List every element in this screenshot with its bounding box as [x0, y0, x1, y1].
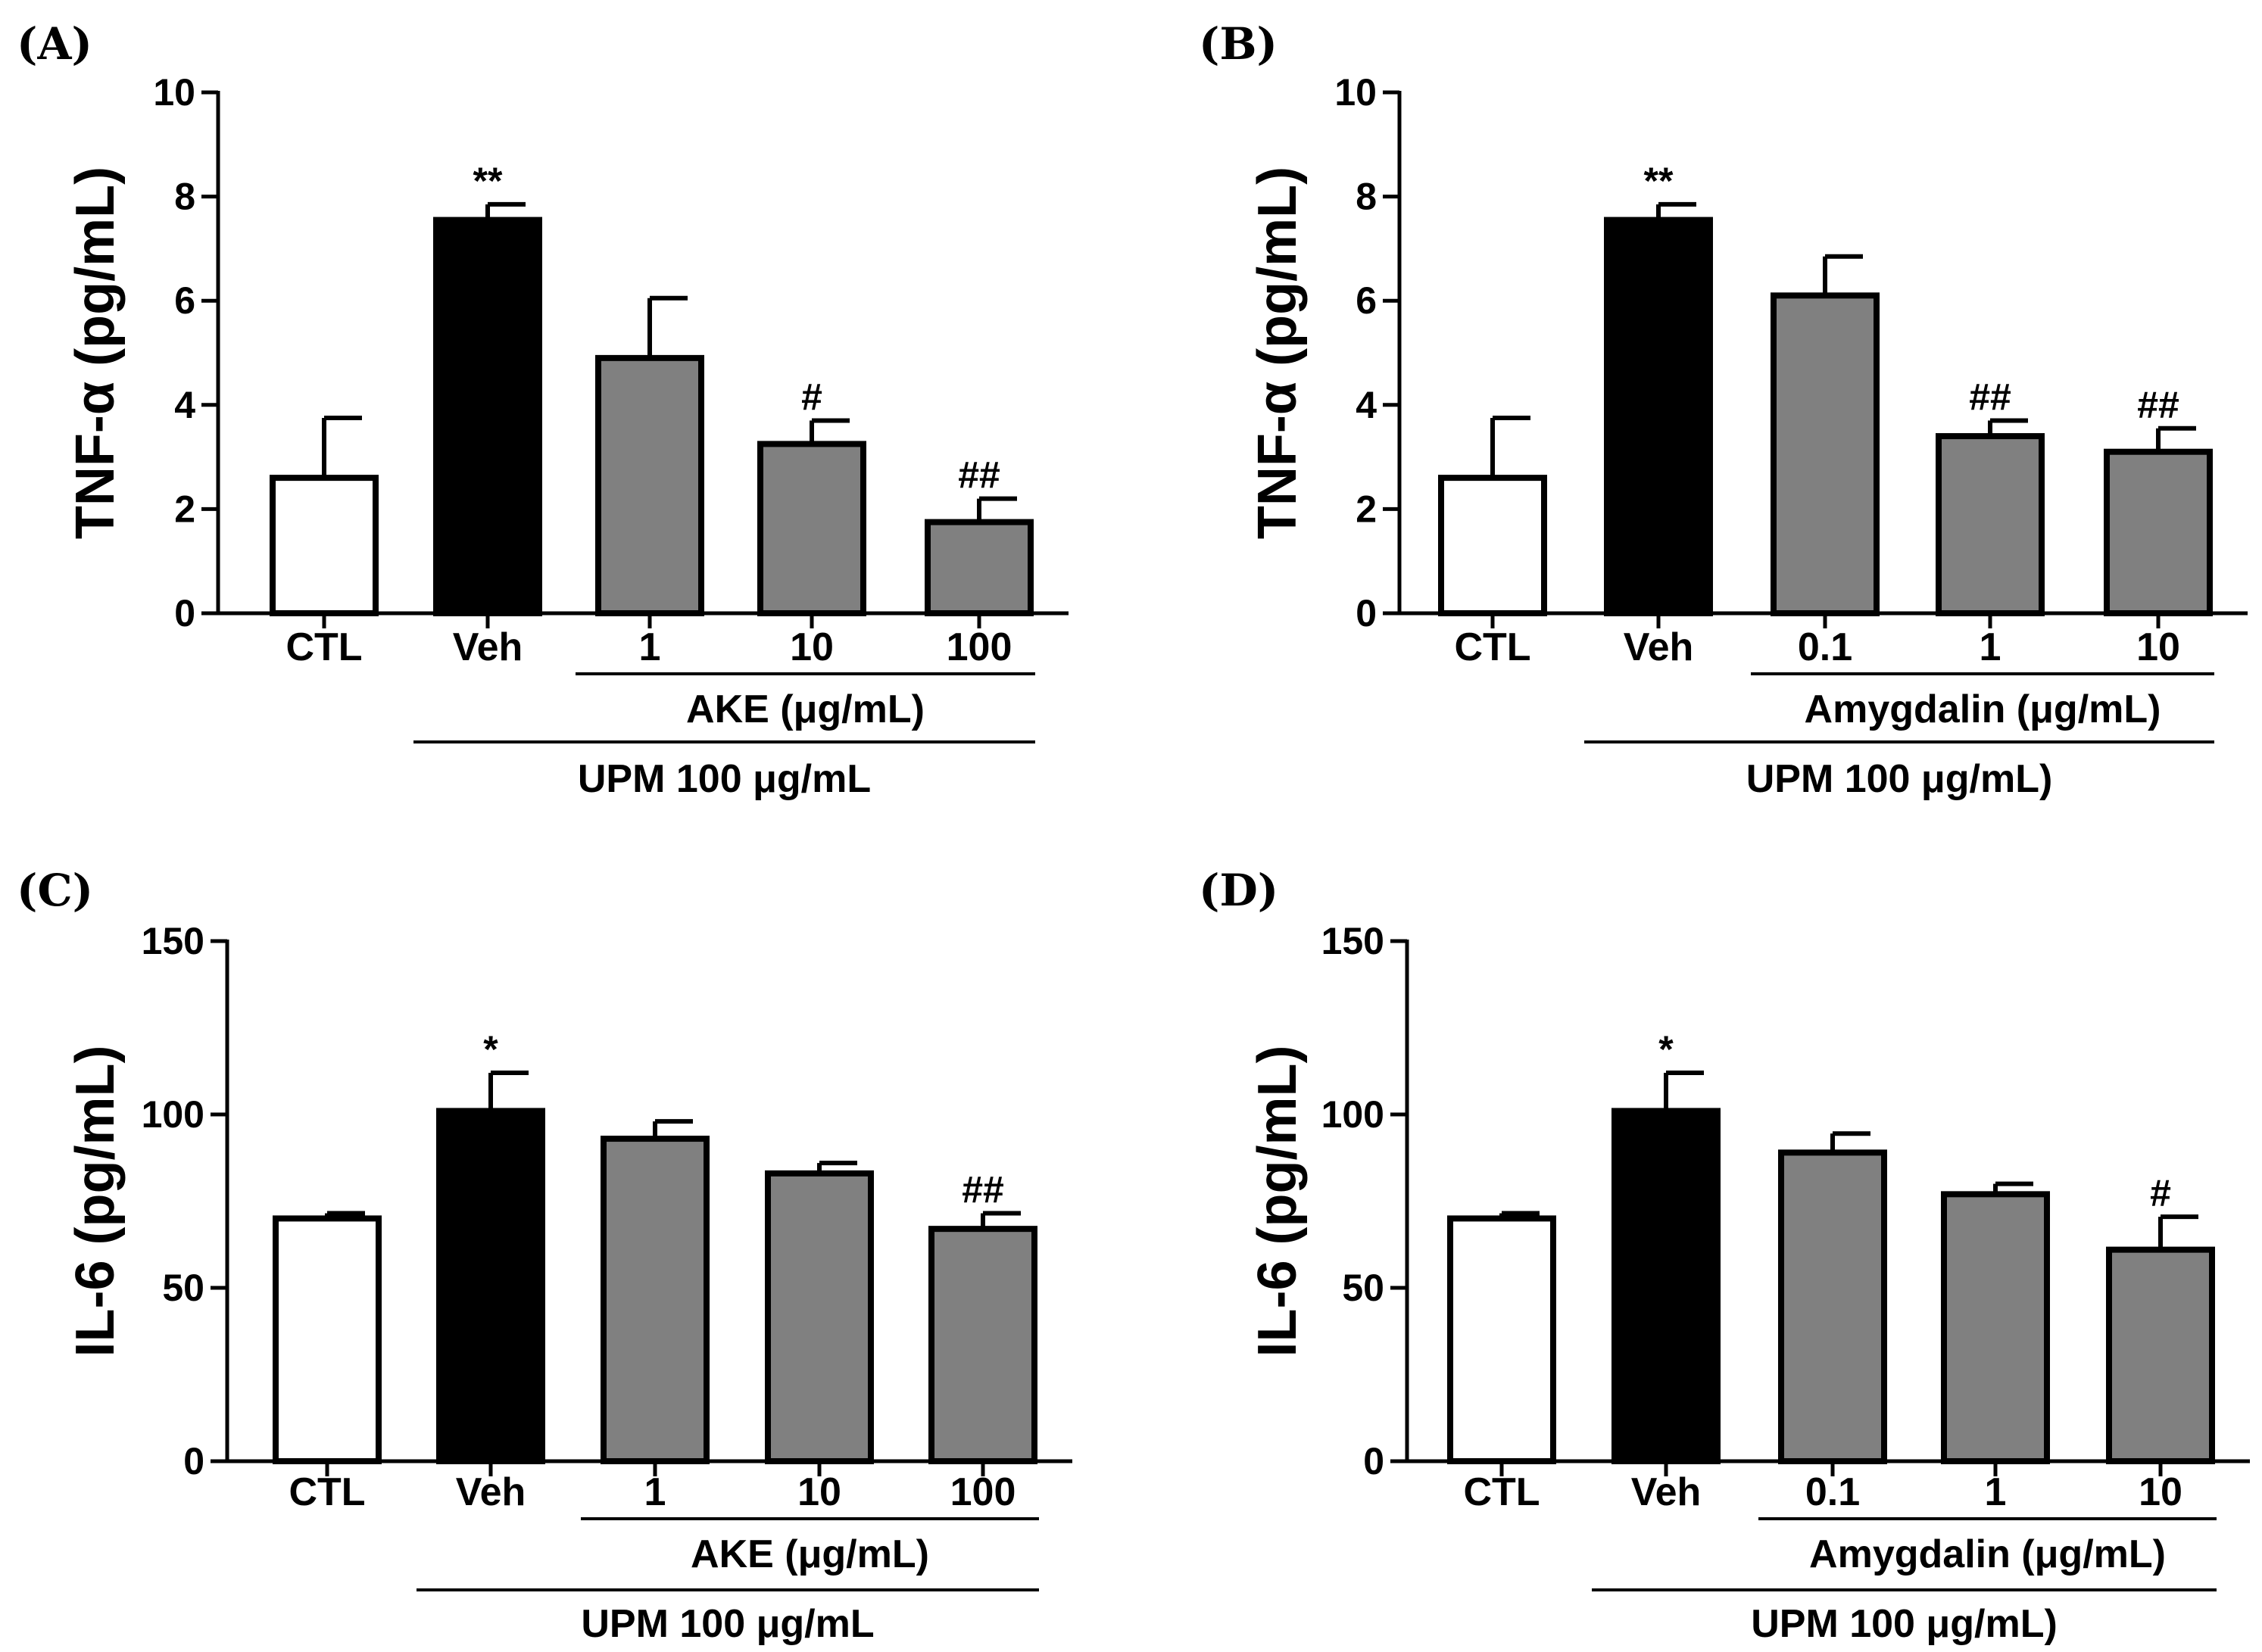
y-axis-label: IL-6 (pg/mL): [1247, 1046, 1308, 1357]
y-tick-label: 8: [1356, 176, 1377, 218]
significance-marker: ##: [1969, 376, 2011, 418]
bar: [270, 475, 379, 616]
panel-label: (D): [1199, 865, 1278, 916]
bar: [1604, 217, 1713, 616]
bar: [601, 1136, 710, 1465]
y-tick-label: 100: [1321, 1093, 1384, 1136]
bar: [1771, 292, 1880, 616]
category-label: 0.1: [1805, 1470, 1860, 1514]
bar: [1438, 475, 1547, 616]
category-label: Veh: [456, 1470, 526, 1514]
y-tick-label: 150: [1321, 920, 1384, 962]
category-label: 1: [644, 1470, 666, 1514]
significance-marker: ##: [962, 1169, 1004, 1211]
treatment-label: Amygdalin (μg/mL): [1809, 1532, 2166, 1576]
category-label: 1: [1985, 1470, 2007, 1514]
bar: [928, 1226, 1037, 1464]
y-tick-label: 10: [1334, 71, 1377, 114]
upm-label: UPM 100 μg/mL: [581, 1602, 874, 1646]
category-label: 10: [797, 1470, 841, 1514]
y-tick-label: 50: [1342, 1267, 1384, 1309]
y-tick-label: 0: [1363, 1440, 1384, 1482]
category-label: CTL: [1463, 1470, 1540, 1514]
category-label: Veh: [1624, 625, 1694, 669]
significance-marker: #: [801, 376, 822, 418]
y-axis-label: TNF-α (pg/mL): [65, 167, 126, 539]
panel-label: (C): [17, 865, 93, 916]
bar: [925, 519, 1034, 616]
category-label: Veh: [1631, 1470, 1702, 1514]
significance-marker: #: [2150, 1172, 2171, 1214]
panel-label: (A): [17, 18, 92, 70]
upm-label: UPM 100 μg/mL: [578, 757, 871, 801]
y-tick-label: 2: [1356, 488, 1377, 530]
bar: [1941, 1191, 2050, 1464]
category-label: 10: [790, 625, 834, 669]
category-label: Veh: [453, 625, 523, 669]
significance-marker: ##: [958, 454, 1000, 497]
treatment-label: AKE (μg/mL): [686, 687, 925, 731]
category-label: 100: [950, 1470, 1016, 1514]
y-tick-label: 6: [174, 279, 195, 322]
category-label: CTL: [1454, 625, 1530, 669]
bar: [1447, 1215, 1556, 1465]
significance-marker: **: [1644, 160, 1674, 202]
category-label: 10: [2136, 625, 2180, 669]
chart-panel-a: (A) TNF-α (pg/mL) 0 2 4 6 8 10 CTL ** Veh 1 #10 ## 100…: [17, 18, 1069, 801]
bar: [1778, 1149, 1887, 1464]
y-tick-label: 4: [174, 384, 195, 426]
bar: [2104, 448, 2213, 616]
significance-marker: **: [473, 160, 503, 202]
y-axis-label: IL-6 (pg/mL): [65, 1046, 126, 1357]
y-tick-label: 100: [142, 1093, 204, 1136]
bar: [273, 1215, 382, 1465]
y-tick-label: 0: [183, 1440, 204, 1482]
significance-marker: ##: [2137, 384, 2179, 426]
y-tick-label: 2: [174, 488, 195, 530]
y-tick-label: 150: [142, 920, 204, 962]
significance-marker: *: [1658, 1028, 1674, 1071]
y-tick-label: 6: [1356, 279, 1377, 322]
bar: [433, 217, 542, 616]
upm-label: UPM 100 μg/mL): [1746, 757, 2053, 801]
y-tick-label: 10: [153, 71, 195, 114]
treatment-label: Amygdalin (μg/mL): [1805, 687, 2161, 731]
bar: [1936, 433, 2045, 617]
chart-panel-d: (D) IL-6 (pg/mL) 0 50 100 150 CTL * Veh 0.1 1 #10 Am…: [1199, 865, 2250, 1646]
panel-label: (B): [1199, 18, 1278, 70]
bar: [757, 441, 866, 617]
y-tick-label: 50: [162, 1267, 204, 1309]
category-label: CTL: [289, 1470, 365, 1514]
category-label: 10: [2139, 1470, 2182, 1514]
y-tick-label: 0: [174, 592, 195, 634]
bar: [2106, 1246, 2215, 1464]
y-tick-label: 0: [1356, 592, 1377, 634]
significance-marker: *: [483, 1028, 498, 1071]
upm-label: UPM 100 μg/mL): [1751, 1602, 2058, 1646]
y-axis-label: TNF-α (pg/mL): [1247, 167, 1308, 539]
treatment-label: AKE (μg/mL): [691, 1532, 929, 1576]
category-label: 100: [947, 625, 1012, 669]
bar: [595, 354, 704, 616]
category-label: 1: [639, 625, 661, 669]
category-label: 1: [1980, 625, 2001, 669]
y-tick-label: 8: [174, 176, 195, 218]
category-label: 0.1: [1798, 625, 1852, 669]
bar: [765, 1170, 874, 1464]
chart-panel-c: (C) IL-6 (pg/mL) 0 50 100 150 CTL * Veh 1 10 ## 100 A…: [17, 865, 1072, 1646]
bar: [1611, 1108, 1721, 1465]
y-tick-label: 4: [1356, 384, 1377, 426]
bar: [436, 1108, 545, 1465]
chart-panel-b: (B) TNF-α (pg/mL) 0 2 4 6 8 10 CTL ** Veh 0.1 ## 1 ## 1…: [1199, 18, 2248, 801]
category-label: CTL: [285, 625, 362, 669]
